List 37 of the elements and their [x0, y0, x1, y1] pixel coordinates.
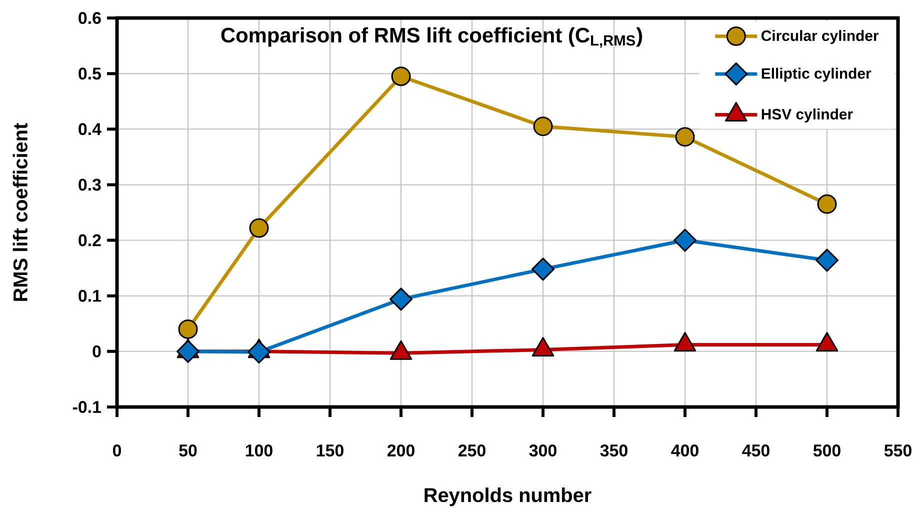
- y-tick-label: 0.2: [78, 234, 101, 246]
- y-tick-label: -0.1: [72, 400, 102, 413]
- legend-label: Circular cylinder: [761, 30, 879, 44]
- x-tick-label: 300: [529, 444, 556, 457]
- x-tick-label: 450: [742, 444, 770, 457]
- point: [248, 340, 271, 364]
- point: [178, 319, 198, 339]
- point: [816, 248, 839, 272]
- x-tick-label: 50: [179, 444, 197, 457]
- x-tick-label: 350: [600, 444, 628, 457]
- x-tick-label: 100: [246, 444, 272, 457]
- y-tick-label: 0.3: [78, 178, 101, 191]
- chart-title: Comparison of RMS lift coefficient (C$_{L,RMS}$): [221, 27, 642, 48]
- x-tick-label: 250: [458, 444, 486, 457]
- x-tick-label: 0: [112, 444, 122, 457]
- point: [817, 194, 837, 214]
- y-tick-label: 0.1: [78, 290, 102, 302]
- x-axis-title: Reynolds number: [424, 488, 592, 506]
- point: [533, 116, 553, 136]
- point: [391, 66, 411, 86]
- y-tick-label: 0: [92, 345, 101, 358]
- x-tick-label: 550: [884, 444, 912, 457]
- legend-label: HSV cylinder: [762, 108, 853, 122]
- x-tick-label: 150: [316, 444, 344, 457]
- point: [674, 228, 697, 252]
- point: [249, 218, 269, 238]
- x-tick-label: 400: [671, 444, 698, 457]
- y-tick-label: 0.4: [78, 123, 102, 136]
- x-tick-label: 200: [387, 444, 414, 457]
- y-tick-label: 0.5: [78, 68, 102, 80]
- point: [532, 258, 555, 281]
- y-tick-label: 0.6: [78, 12, 101, 24]
- point: [390, 288, 413, 311]
- legend-label: Elliptic cylinder: [762, 68, 872, 82]
- x-tick-label: 500: [813, 444, 840, 457]
- point: [675, 127, 695, 147]
- y-axis-title: RMS lift coefficient: [12, 123, 28, 301]
